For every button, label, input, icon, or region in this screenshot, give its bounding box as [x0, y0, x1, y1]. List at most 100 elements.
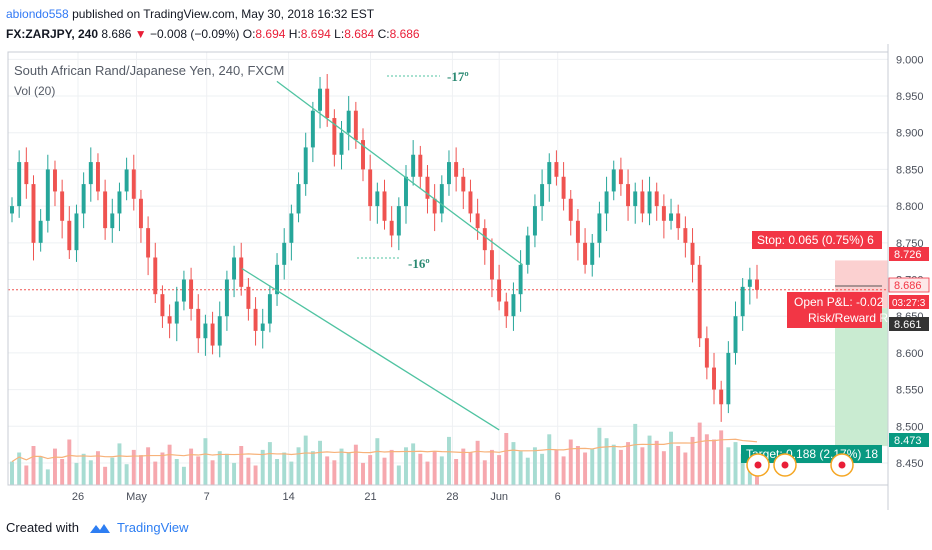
candle-body [267, 294, 272, 324]
candle-body [24, 162, 29, 185]
tradingview-brand-link[interactable]: TradingView [116, 520, 189, 535]
low-value: 8.684 [344, 27, 375, 41]
candle-body [540, 184, 545, 207]
candle-body [439, 184, 444, 214]
volume-bar [626, 442, 631, 485]
volume-bar [447, 436, 451, 485]
pane-border [7, 51, 889, 486]
time-tick-label: 14 [282, 491, 294, 503]
volume-bars [10, 422, 759, 485]
volume-bar [53, 448, 57, 485]
volume-bar [597, 427, 602, 485]
channel-lower-line[interactable] [241, 267, 500, 431]
volume-bar [124, 464, 129, 485]
low-label: L: [334, 27, 345, 41]
target-price-text: 8.473 [894, 435, 922, 447]
candle-body [95, 162, 100, 192]
candle-body [124, 169, 129, 192]
event-dot [781, 461, 789, 469]
volume-indicator-label: Vol (20) [14, 84, 55, 98]
candle-body [117, 191, 122, 214]
candle-body [561, 176, 566, 199]
volume-bar [532, 447, 537, 485]
volume-bar [10, 461, 14, 485]
candle-body [669, 213, 674, 221]
volume-bar [361, 462, 365, 485]
price-axis[interactable]: 9.0008.9508.9008.8508.8008.7508.7008.650… [896, 54, 924, 470]
candle-body [626, 184, 631, 207]
volume-bar [332, 460, 337, 485]
time-axis[interactable]: 26 May 7 14 21 28 Jun 6 [72, 491, 561, 503]
candles [10, 74, 759, 422]
current-price-tag [888, 277, 930, 293]
volume-bar [375, 438, 380, 485]
risk-reward-label: Risk/Reward R [808, 311, 888, 325]
volume-bar [267, 442, 272, 485]
candle-body [282, 242, 287, 265]
volume-bar [232, 462, 237, 485]
candle-body [425, 176, 430, 199]
volume-bar [411, 443, 416, 485]
candle-body [253, 308, 258, 331]
candle-body [554, 162, 559, 177]
volume-bar [647, 435, 652, 485]
volume-bar [38, 456, 43, 485]
volume-bar [88, 460, 93, 485]
volume-bar [138, 455, 143, 485]
candle-body [217, 316, 222, 346]
volume-bar [604, 438, 609, 485]
volume-bar [368, 455, 373, 485]
position-tool[interactable]: Stop: 0.065 (0.75%) 6 Open P&L: -0.02 Ri… [741, 231, 888, 463]
channel-upper-line[interactable] [276, 80, 523, 266]
volume-bar [81, 453, 86, 485]
open-pnl-label: Open P&L: -0.02 [794, 295, 884, 309]
down-triangle-icon: ▼ [134, 27, 147, 41]
volume-bar [217, 451, 222, 485]
candle-body [81, 184, 86, 214]
author-link[interactable]: abiondo558 [6, 7, 69, 21]
volume-bar [17, 452, 22, 485]
candle-body [361, 140, 365, 170]
candle-body [189, 279, 194, 309]
volume-bar [246, 457, 251, 485]
candle-body [339, 132, 344, 155]
price-tick-label: 8.900 [896, 128, 924, 140]
candle-body [332, 118, 337, 155]
volume-bar [389, 449, 394, 485]
candle-body [239, 257, 244, 287]
candle-body [368, 169, 373, 207]
price-change: −0.008 (−0.09%) [150, 27, 240, 41]
candle-body [432, 198, 437, 214]
candle-body [511, 294, 516, 317]
stop-price-tag [889, 247, 929, 261]
candle-body [575, 220, 580, 243]
stop-label: Stop: 0.065 (0.75%) 6 [757, 233, 874, 247]
volume-bar [339, 448, 344, 485]
candle-body [174, 301, 179, 324]
volume-bar [110, 457, 115, 485]
price-chart[interactable]: -17º -16º Stop: 0.065 (0.75%) 6 Open P&L… [0, 44, 932, 510]
event-markers[interactable] [746, 453, 854, 477]
volume-bar [618, 449, 623, 485]
candle-body [418, 154, 423, 177]
volume-bar [31, 446, 36, 485]
candle-body [461, 176, 466, 192]
volume-bar [289, 461, 294, 485]
candle-body [60, 191, 65, 221]
candle-body [633, 191, 638, 207]
volume-bar [654, 440, 659, 485]
close-label: C: [377, 27, 390, 41]
trend-channel[interactable]: -17º -16º [241, 69, 523, 431]
footer: Created with TradingView [6, 520, 189, 535]
chart-title: South African Rand/Japanese Yen, 240, FX… [14, 63, 284, 78]
volume-bar [719, 430, 724, 485]
volume-bar [561, 456, 566, 485]
volume-bar [633, 423, 638, 485]
candle-body [138, 198, 143, 229]
entry-price-tag [889, 317, 929, 331]
candle-body [475, 213, 480, 229]
candle-body [296, 184, 301, 214]
candle-body [504, 301, 509, 317]
candle-body [38, 220, 43, 243]
countdown-tag [889, 295, 929, 309]
